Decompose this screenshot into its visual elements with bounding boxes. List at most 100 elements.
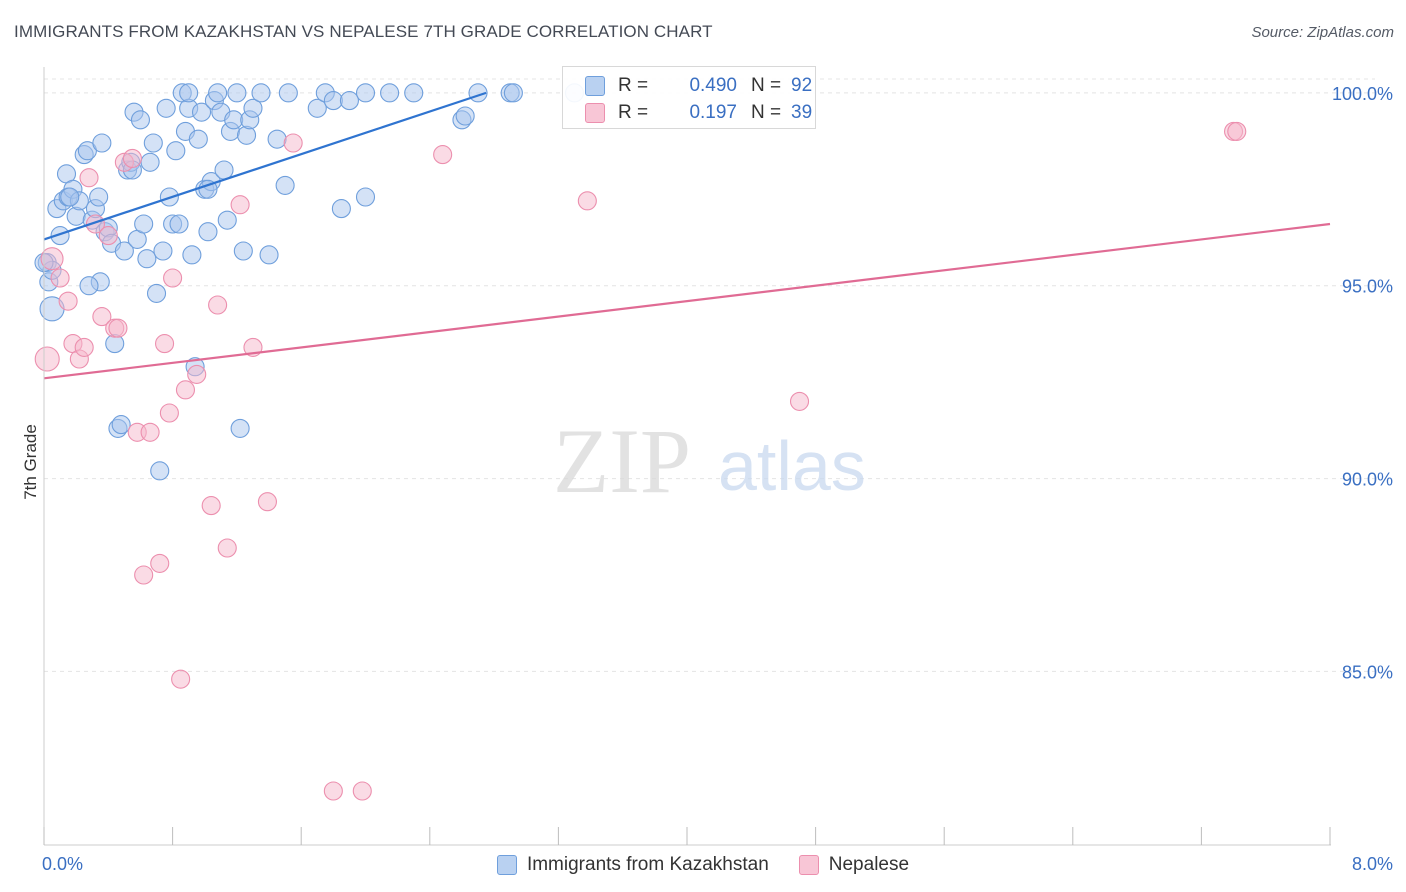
nepalese-point	[175, 380, 196, 400]
kazakhstan-point	[230, 418, 250, 438]
nepalese-point	[217, 538, 237, 558]
nepalese-point	[171, 669, 191, 689]
kazakhstan-point	[259, 245, 279, 265]
kazakhstan-point	[251, 83, 271, 103]
nepalese-point	[789, 391, 810, 411]
pink-swatch	[798, 855, 819, 875]
kazakhstan-point	[191, 102, 212, 122]
nepalese-point	[85, 214, 105, 234]
nepalese-point	[1227, 121, 1247, 141]
kazakhstan-point	[150, 461, 170, 481]
kazakhstan-point	[137, 249, 157, 269]
kazakhstan-point	[198, 222, 218, 242]
pink-swatch	[585, 103, 605, 123]
nepalese-point	[257, 492, 277, 512]
nepalese-point	[98, 226, 118, 246]
kazakhstan-point	[143, 133, 163, 153]
kazakhstan-point	[169, 214, 189, 234]
kazakhstan-point	[182, 245, 202, 265]
nepalese-point	[230, 195, 250, 215]
kazakhstan-point	[166, 141, 186, 161]
r-value: 0.490	[689, 75, 737, 96]
nepalese-point	[150, 553, 170, 573]
legend-item-nepalese[interactable]: Nepalese	[798, 854, 910, 876]
n-label: N =	[751, 75, 782, 96]
blue-swatch	[585, 76, 605, 96]
nepalese-point	[352, 781, 372, 801]
kazakhstan-point	[140, 152, 160, 172]
nepalese-point	[163, 268, 183, 288]
kazakhstan-point	[114, 241, 134, 261]
kazakhstan-trendline	[43, 91, 487, 241]
nepalese-point	[159, 403, 179, 423]
nepalese-point	[79, 168, 99, 188]
source-label: Source: ZipAtlas.com	[1251, 24, 1394, 41]
nepalese-point	[433, 145, 453, 165]
y-axis-label: 7th Grade	[21, 424, 40, 500]
kazakhstan-point	[92, 133, 112, 153]
nepalese-point	[201, 496, 221, 516]
chart-legend: Immigrants from Kazakhstan Nepalese	[0, 851, 1406, 879]
kazakhstan-point	[233, 241, 253, 261]
kazakhstan-point	[111, 415, 131, 435]
chart-title: IMMIGRANTS FROM KAZAKHSTAN VS NEPALESE 7…	[14, 22, 713, 41]
kazakhstan-point	[188, 129, 208, 149]
nepalese-point	[208, 295, 228, 315]
kazakhstan-point	[236, 125, 257, 145]
kazakhstan-point	[331, 199, 351, 219]
kazakhstan-point	[243, 98, 263, 118]
nepalese-point	[34, 346, 60, 372]
n-value: 39	[791, 102, 813, 123]
watermark-atlas: atlas	[718, 427, 866, 505]
kazakhstan-point	[208, 83, 228, 103]
r-label: R =	[618, 75, 649, 96]
kazakhstan-point	[278, 83, 298, 103]
nepalese-point	[155, 334, 175, 354]
kazakhstan-point	[217, 210, 237, 230]
kazakhstan-point	[50, 226, 70, 246]
kazakhstan-point	[146, 283, 167, 303]
nepalese-point	[50, 268, 70, 288]
nepalese-point	[92, 307, 112, 327]
kazakhstan-point	[455, 106, 475, 126]
nepalese-trendline	[43, 222, 1331, 380]
n-value: 92	[791, 75, 813, 96]
kazakhstan-point	[179, 83, 199, 103]
kazakhstan-point	[275, 175, 295, 195]
legend-label: Nepalese	[828, 854, 910, 875]
kazakhstan-point	[156, 98, 176, 118]
nepalese-point	[140, 422, 160, 442]
r-value: 0.197	[689, 102, 737, 123]
nepalese-point	[134, 565, 154, 585]
y-tick-label: 100.0%	[1332, 84, 1393, 104]
nepalese-point	[58, 291, 78, 311]
nepalese-point	[40, 247, 64, 271]
kazakhstan-point	[198, 179, 218, 199]
kazakhstan-point	[267, 129, 287, 149]
y-tick-label: 95.0%	[1342, 277, 1393, 297]
watermark-zip: ZIP	[553, 410, 691, 512]
kazakhstan-point	[355, 83, 376, 103]
kazakhstan-point	[380, 83, 400, 103]
nepalese-point	[187, 364, 207, 384]
n-label: N =	[751, 102, 782, 123]
nepalese-point	[577, 191, 597, 211]
kazakhstan-point	[227, 83, 247, 103]
kazakhstan-point	[66, 206, 86, 226]
kazakhstan-point	[307, 98, 327, 118]
nepalese-point	[323, 781, 343, 801]
kazakhstan-point	[355, 187, 376, 207]
kazakhstan-point	[130, 110, 150, 130]
nepalese-point	[74, 337, 94, 357]
kazakhstan-point	[60, 187, 80, 207]
y-tick-label: 85.0%	[1342, 662, 1393, 682]
kazakhstan-point	[224, 110, 244, 130]
kazakhstan-point	[153, 241, 173, 261]
r-label: R =	[618, 102, 649, 123]
kazakhstan-point	[323, 91, 343, 111]
nepalese-point	[108, 318, 128, 338]
legend-item-kazakhstan[interactable]: Immigrants from Kazakhstan	[496, 854, 769, 876]
kazakhstan-point	[79, 276, 99, 296]
x-tick-label: 8.0%	[1352, 854, 1393, 874]
